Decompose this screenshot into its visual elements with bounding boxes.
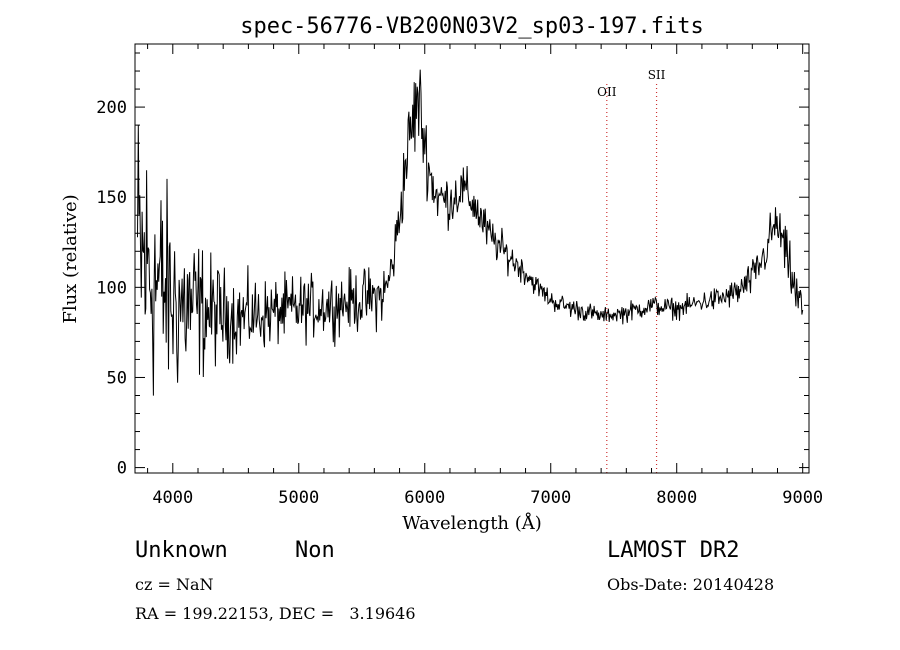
spectral-class: Unknown xyxy=(135,538,228,563)
observation-date: Obs-Date: 20140428 xyxy=(607,575,775,594)
y-axis-label: Flux (relative) xyxy=(60,194,81,323)
y-tick-label: 50 xyxy=(107,368,127,388)
x-tick-label: 8000 xyxy=(656,488,697,508)
emission-line-label: OII xyxy=(597,85,617,99)
chart-title: spec-56776-VB200N03V2_sp03-197.fits xyxy=(240,14,704,39)
y-tick-label: 0 xyxy=(117,459,127,479)
spectrum-line xyxy=(137,69,804,396)
ra-dec-coordinates: RA = 199.22153, DEC = 3.19646 xyxy=(135,604,416,623)
redshift-cz: cz = NaN xyxy=(135,575,214,594)
emission-line-markers: OII SII xyxy=(597,68,666,473)
emission-line-label: SII xyxy=(648,68,666,82)
y-tick-label: 150 xyxy=(96,188,127,208)
x-tick-label: 6000 xyxy=(404,488,445,508)
spectral-subclass: Non xyxy=(295,538,335,563)
survey-name: LAMOST DR2 xyxy=(607,538,740,563)
y-tick-label: 100 xyxy=(96,278,127,298)
x-tick-label: 4000 xyxy=(152,488,193,508)
y-tick-label: 200 xyxy=(96,98,127,118)
plot-frame xyxy=(134,43,810,474)
x-tick-label: 7000 xyxy=(530,488,571,508)
axis-ticks: 4000 5000 6000 7000 8000 9000 0 50 100 150 200 xyxy=(96,44,823,508)
x-tick-label: 5000 xyxy=(278,488,319,508)
x-tick-label: 9000 xyxy=(782,488,823,508)
x-axis-label: Wavelength (Å) xyxy=(402,512,542,534)
